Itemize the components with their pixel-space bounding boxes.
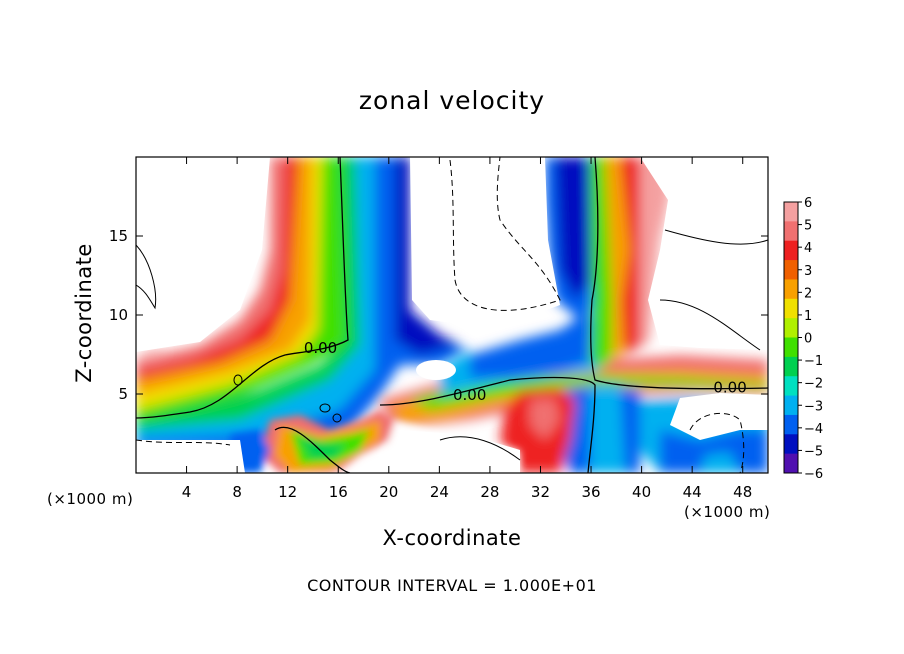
x-tick-label: 8 [232, 483, 242, 501]
chart-title: zonal velocity [358, 86, 546, 115]
velocity-field [136, 157, 768, 473]
colorbar-swatch [784, 202, 798, 222]
colorbar-swatch [784, 376, 798, 397]
contour-label: 0.00 [304, 339, 337, 357]
colorbar-tick-label: 1 [804, 309, 812, 324]
y-axis-ticks: 5 10 15 [109, 227, 768, 403]
x-tick-label: 12 [278, 483, 297, 501]
contour-label: 0.00 [453, 386, 486, 404]
colorbar-swatch [784, 453, 798, 474]
x-unit-label-right: (×1000 m) [684, 503, 771, 521]
colorbar-swatch [784, 260, 798, 280]
colorbar-tick-label: −2 [804, 377, 823, 392]
colorbar-tick-label: 2 [804, 286, 812, 301]
colorbar-swatch [784, 298, 798, 319]
colorbar-tick-label: 6 [804, 196, 812, 211]
x-axis-ticks: 4 8 12 16 20 24 28 32 36 40 44 48 [182, 157, 752, 501]
colorbar-swatch [784, 434, 798, 455]
y-tick-label: 10 [109, 306, 128, 324]
x-tick-label: 24 [430, 483, 449, 501]
colorbar-tick-label: 4 [804, 241, 812, 256]
x-tick-label: 44 [683, 483, 702, 501]
colorbar-tick-label: 5 [804, 219, 812, 234]
x-tick-label: 40 [632, 483, 651, 501]
colorbar-tick-label: −3 [804, 399, 823, 414]
x-tick-label: 36 [581, 483, 600, 501]
y-tick-label: 5 [118, 385, 128, 403]
colorbar-tick-label: −1 [804, 354, 823, 369]
x-tick-label: 32 [531, 483, 550, 501]
x-tick-label: 28 [480, 483, 499, 501]
colorbar-swatch [784, 240, 798, 261]
x-unit-label-left: (×1000 m) [47, 490, 134, 508]
colorbar-tick-label: −4 [804, 422, 823, 437]
colorbar-swatch [784, 395, 798, 416]
colorbar-swatch [784, 221, 798, 242]
x-tick-label: 20 [379, 483, 398, 501]
colorbar-swatch [784, 279, 798, 300]
colorbar-swatch [784, 337, 798, 358]
colorbar: 6 5 4 3 2 1 0 −1 −2 −3 −4 −5 −6 [783, 196, 823, 482]
colorbar-tick-label: −5 [804, 444, 823, 459]
colorbar-swatch [784, 318, 798, 338]
x-tick-label: 4 [182, 483, 192, 501]
contour-labels: 0.00 0.00 0.00 [304, 339, 747, 404]
x-axis-label: X-coordinate [382, 526, 522, 550]
y-tick-label: 15 [109, 227, 128, 245]
colorbar-tick-label: −6 [804, 467, 823, 482]
colorbar-tick-label: 0 [804, 332, 812, 347]
contour-interval-note: CONTOUR INTERVAL = 1.000E+01 [307, 576, 597, 595]
x-tick-label: 16 [329, 483, 348, 501]
colorbar-swatch [784, 356, 798, 377]
x-tick-label: 48 [733, 483, 752, 501]
colorbar-tick-label: 3 [804, 264, 812, 279]
colorbar-swatch [784, 414, 798, 435]
contour-label: 0.00 [713, 378, 746, 396]
